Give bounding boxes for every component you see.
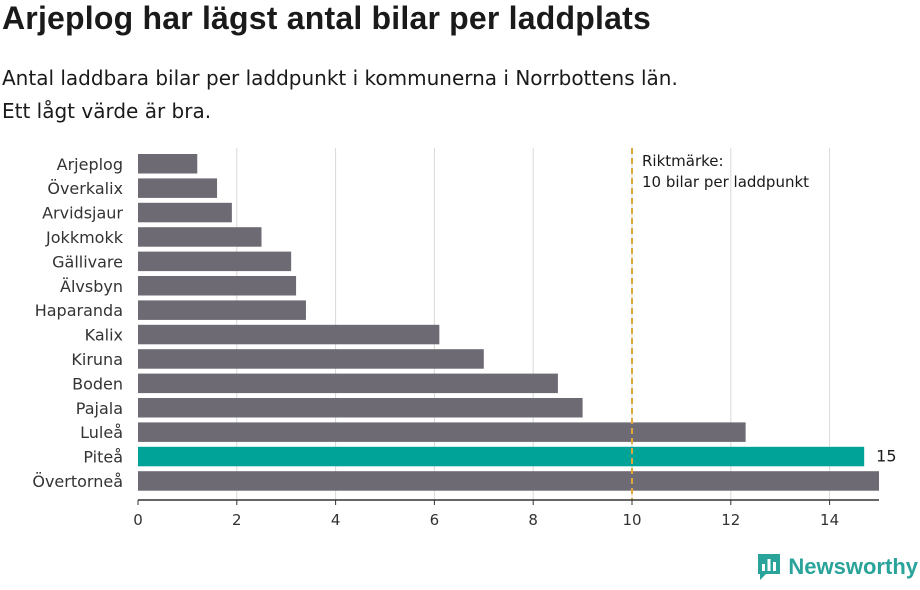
category-label: Arjeplog — [57, 155, 123, 174]
bar — [138, 422, 746, 442]
category-label: Boden — [72, 374, 123, 393]
category-label: Kiruna — [71, 350, 123, 369]
data-label: 15 — [876, 447, 896, 466]
newsworthy-logo-icon — [758, 554, 781, 580]
bar — [138, 471, 879, 491]
x-tick-label: 2 — [232, 511, 242, 529]
category-label: Luleå — [80, 423, 123, 442]
category-label: Haparanda — [35, 301, 123, 320]
x-tick-label: 8 — [528, 511, 538, 529]
x-tick-label: 6 — [430, 511, 440, 529]
category-label: Pajala — [76, 399, 123, 418]
logo-text: Newsworthy — [788, 554, 918, 579]
category-label: Piteå — [83, 448, 123, 467]
category-label: Kalix — [85, 326, 123, 345]
bar — [138, 300, 306, 320]
bar — [138, 349, 484, 369]
category-label: Övertorneå — [32, 472, 123, 491]
x-tick-label: 14 — [820, 511, 839, 529]
chart-title: Arjeplog har lägst antal bilar per laddp… — [2, 0, 651, 36]
x-tick-label: 4 — [331, 511, 341, 529]
bar — [138, 398, 583, 418]
bar — [138, 202, 232, 223]
chart-subtitle: Antal laddbara bilar per laddpunkt i kom… — [2, 62, 678, 128]
bar — [138, 251, 292, 272]
category-label: Älvsbyn — [60, 277, 123, 296]
category-label: Arvidsjaur — [42, 204, 123, 223]
bar — [138, 276, 297, 296]
category-label: Gällivare — [52, 252, 123, 271]
reference-label-line-2: 10 bilar per laddpunkt — [642, 173, 809, 191]
bar — [138, 178, 218, 198]
bar — [138, 324, 440, 345]
x-tick-label: 0 — [133, 511, 143, 529]
bar — [138, 227, 262, 247]
newsworthy-logo: Newsworthy — [756, 552, 918, 582]
reference-label-line-1: Riktmärke: — [642, 152, 724, 170]
subtitle-line-1: Antal laddbara bilar per laddpunkt i kom… — [2, 66, 678, 90]
x-tick-label: 12 — [721, 511, 740, 529]
category-label: Överkalix — [47, 179, 123, 198]
bar — [138, 446, 865, 467]
bar — [138, 154, 198, 174]
category-label: Jokkmokk — [45, 228, 124, 247]
subtitle-line-2: Ett lågt värde är bra. — [2, 99, 212, 123]
x-tick-label: 10 — [622, 511, 641, 529]
bar — [138, 373, 558, 394]
